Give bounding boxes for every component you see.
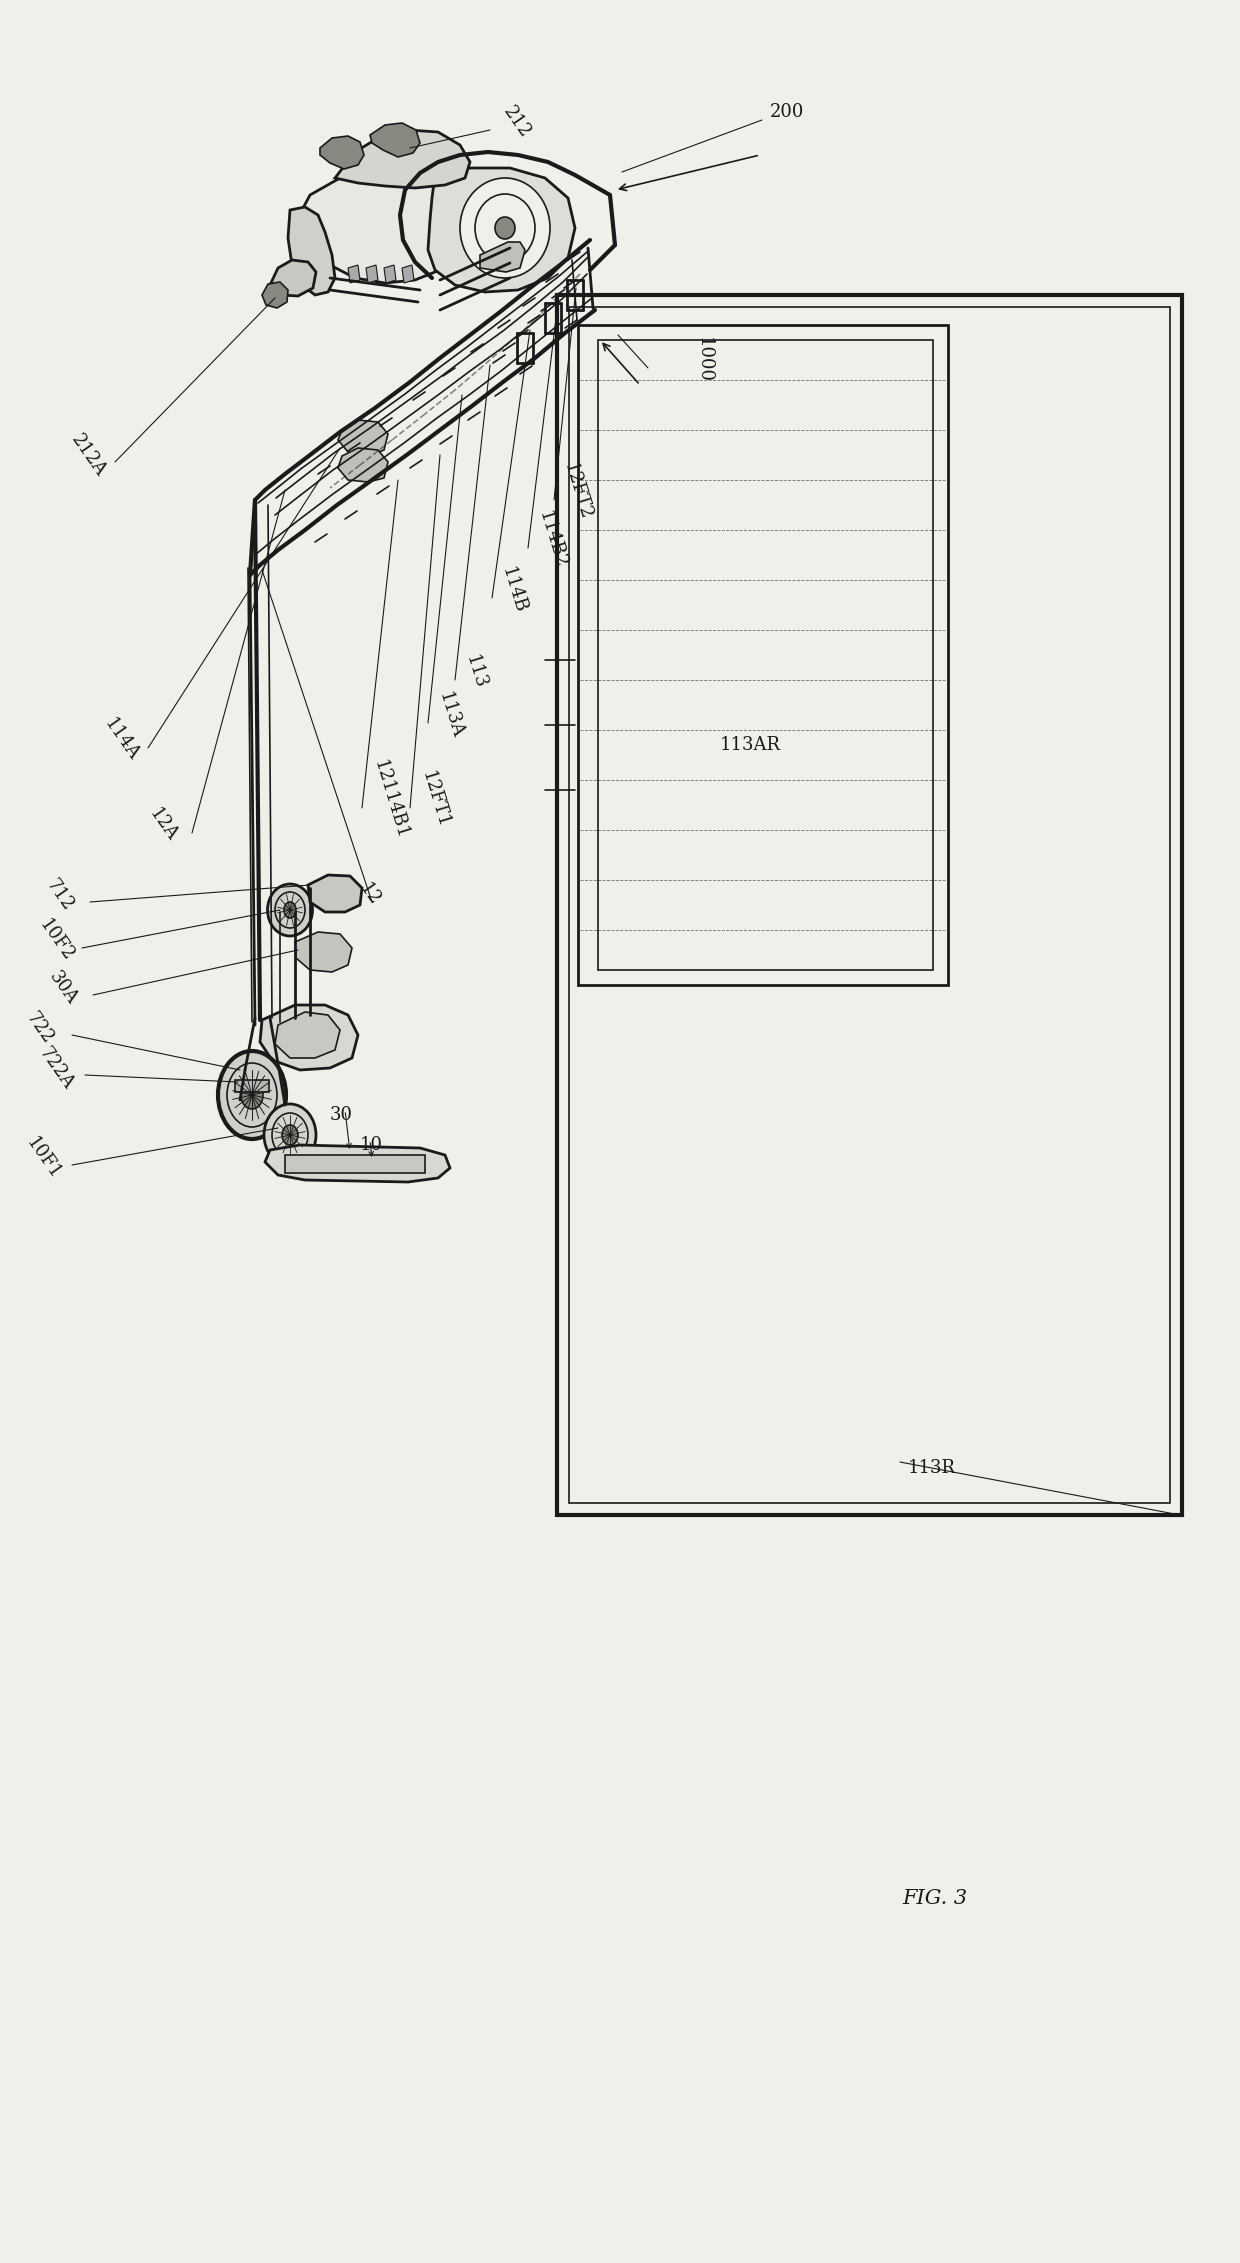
Text: 12114B1: 12114B1 — [370, 758, 412, 842]
Ellipse shape — [281, 1125, 298, 1145]
Text: 114A: 114A — [100, 715, 141, 765]
Polygon shape — [339, 448, 388, 482]
Text: 10F1: 10F1 — [22, 1134, 63, 1181]
Polygon shape — [288, 206, 335, 294]
Polygon shape — [300, 170, 465, 283]
Polygon shape — [402, 265, 414, 283]
Text: 10F2: 10F2 — [35, 917, 77, 964]
Text: 113AR: 113AR — [720, 735, 781, 754]
Text: 113: 113 — [463, 652, 490, 690]
Polygon shape — [370, 122, 420, 156]
Polygon shape — [295, 932, 352, 973]
Polygon shape — [260, 1005, 358, 1070]
Text: 114B2: 114B2 — [534, 509, 569, 570]
Ellipse shape — [460, 179, 551, 278]
Polygon shape — [308, 876, 362, 912]
Text: 1000: 1000 — [694, 337, 713, 382]
Polygon shape — [384, 265, 396, 283]
Polygon shape — [428, 167, 575, 292]
Bar — [569, 308, 1171, 1503]
Text: 12: 12 — [355, 880, 383, 910]
Polygon shape — [262, 283, 288, 308]
Polygon shape — [275, 1012, 340, 1059]
Polygon shape — [265, 1145, 450, 1181]
Ellipse shape — [264, 1104, 316, 1165]
Bar — [557, 294, 1182, 1514]
Text: 30: 30 — [330, 1107, 353, 1125]
Text: 113R: 113R — [908, 1460, 956, 1478]
Bar — [236, 1079, 269, 1093]
Bar — [578, 326, 949, 984]
Text: 10: 10 — [360, 1136, 383, 1154]
Polygon shape — [348, 265, 360, 283]
Polygon shape — [366, 265, 378, 283]
Polygon shape — [480, 242, 525, 272]
Text: 114B: 114B — [498, 563, 529, 616]
Ellipse shape — [268, 885, 312, 937]
Ellipse shape — [241, 1082, 263, 1109]
Text: FIG. 3: FIG. 3 — [901, 1890, 967, 1908]
Polygon shape — [270, 260, 316, 296]
Text: 113A: 113A — [435, 690, 466, 740]
Polygon shape — [335, 129, 470, 188]
Text: 30A: 30A — [45, 969, 81, 1007]
Polygon shape — [320, 136, 365, 170]
Text: 212: 212 — [500, 102, 534, 140]
Text: 12FT1: 12FT1 — [418, 769, 453, 831]
Text: 722A: 722A — [35, 1043, 77, 1093]
Text: 200: 200 — [770, 104, 805, 120]
Ellipse shape — [495, 217, 515, 240]
Text: 712: 712 — [42, 876, 77, 914]
Bar — [285, 1154, 425, 1172]
Ellipse shape — [284, 903, 296, 919]
Text: 212A: 212A — [68, 430, 110, 480]
Bar — [598, 339, 932, 971]
Text: 722: 722 — [22, 1009, 56, 1048]
Text: 12FT2: 12FT2 — [560, 462, 594, 523]
Polygon shape — [339, 421, 388, 457]
Ellipse shape — [218, 1050, 286, 1138]
Text: 12A: 12A — [145, 806, 180, 844]
